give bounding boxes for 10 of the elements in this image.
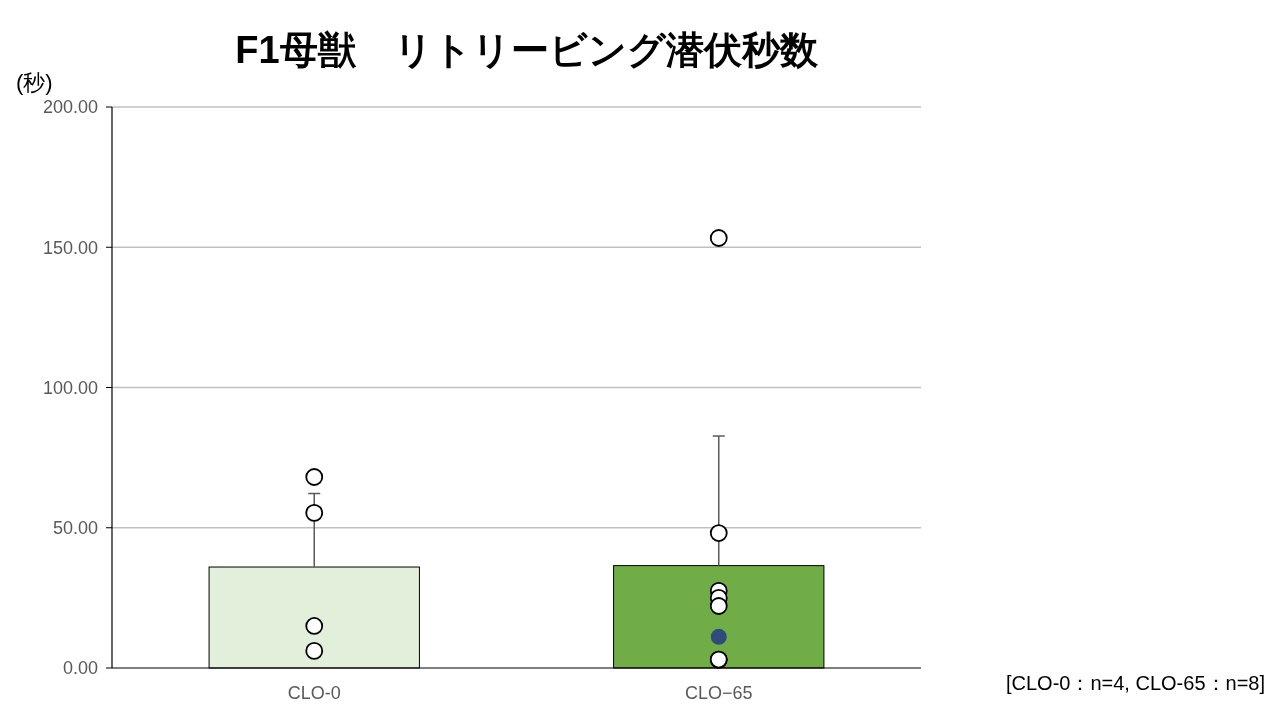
y-tick-label: 50.00	[52, 518, 98, 539]
y-tick-label: 200.00	[42, 97, 98, 118]
text: [CLO-0：n=4, CLO-65：n=8]	[1005, 672, 1265, 694]
x-tick-label: CLO−65	[684, 683, 753, 703]
x-tick-label: CLO-0	[287, 683, 341, 703]
y-tick-label: 100.00	[42, 377, 98, 398]
y-tick-label: 150.00	[42, 237, 98, 258]
y-axis-title: (秒)	[16, 70, 53, 95]
y-tick-label: 0.00	[62, 658, 98, 679]
chart-title: F1母獣 リトリービング潜伏秒数	[235, 29, 819, 71]
